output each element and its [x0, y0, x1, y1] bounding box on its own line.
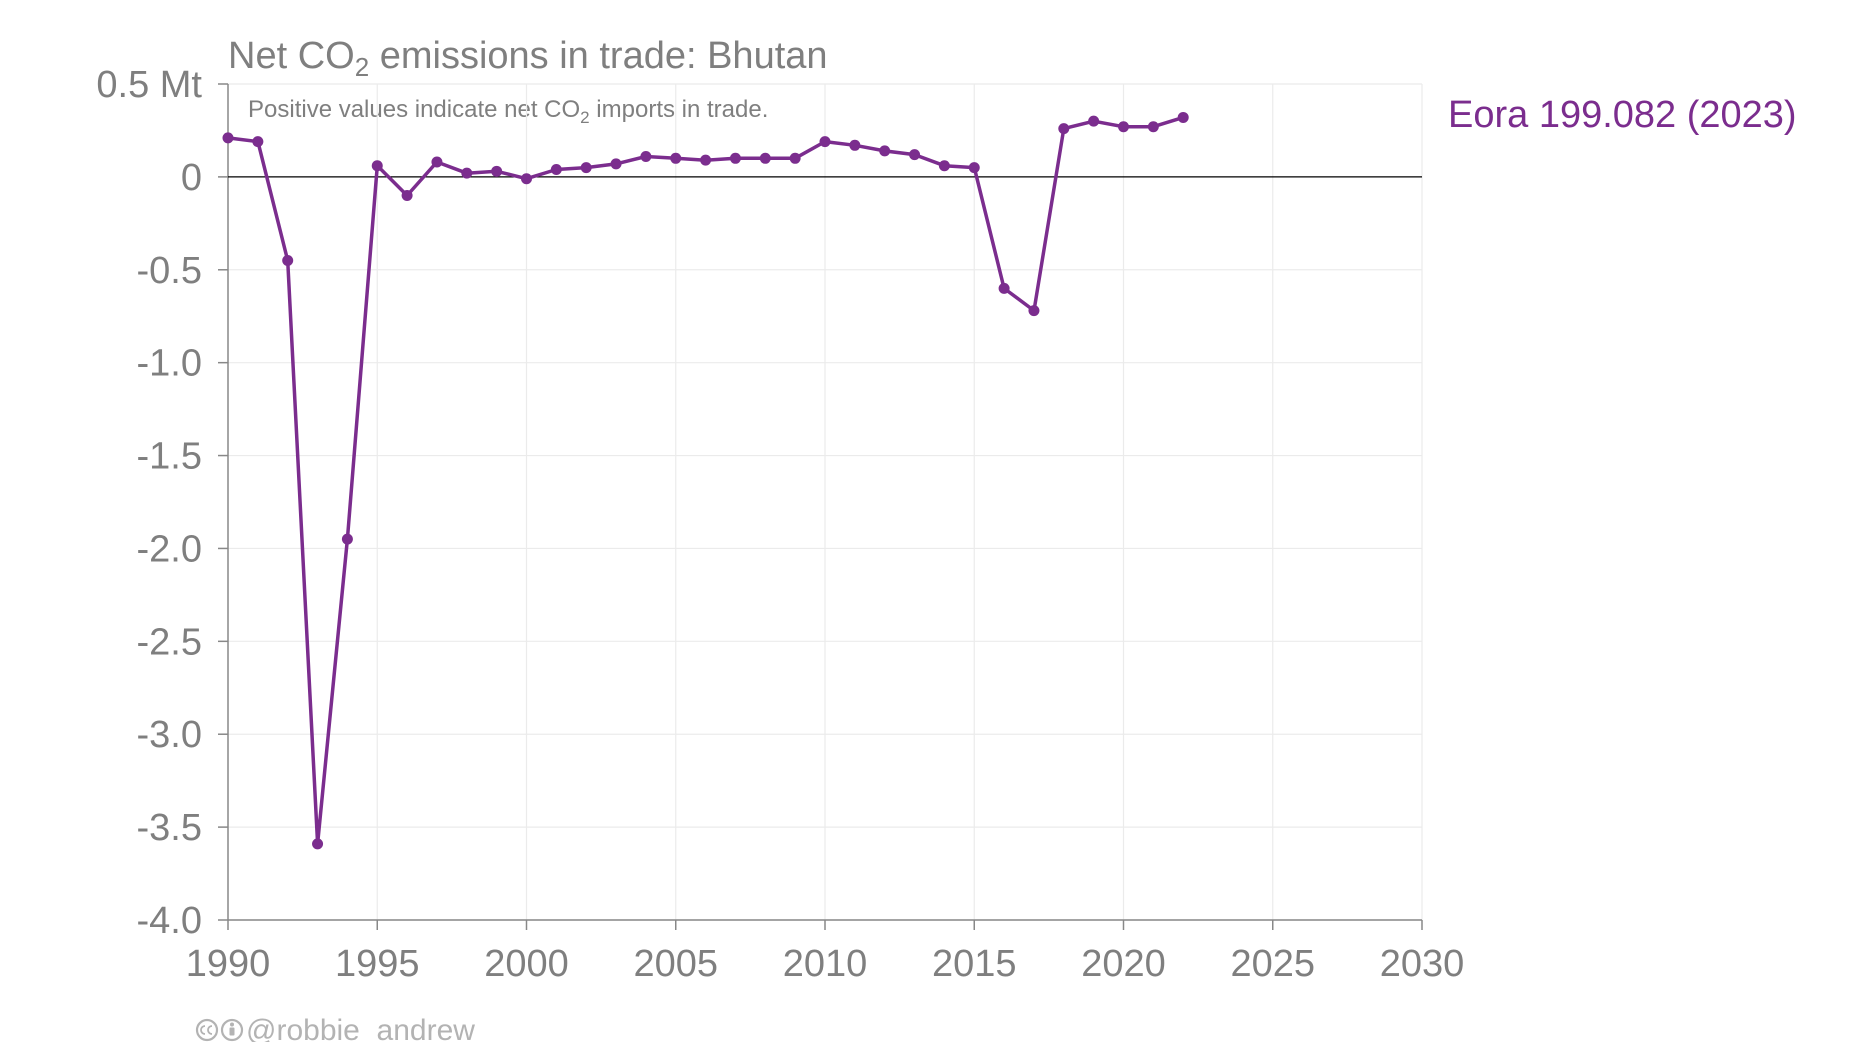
chart-subtitle-subscript: 2	[580, 108, 589, 127]
x-tick-label: 2015	[932, 943, 1017, 985]
data-point	[491, 165, 503, 177]
data-point	[1147, 121, 1159, 133]
data-point	[729, 152, 741, 164]
data-point	[998, 282, 1010, 294]
y-axis-ticks: 0.5 Mt 0 -0.5 -1.0 -1.5 -2.0 -2.5 -3.0 -3.5 -4.0	[96, 64, 228, 942]
chart-subtitle-prefix: Positive values indicate net CO	[248, 96, 580, 123]
data-point	[252, 136, 264, 148]
data-point	[1028, 305, 1040, 317]
data-point	[759, 152, 771, 164]
x-tick-label: 2030	[1380, 943, 1465, 985]
data-point	[819, 136, 831, 148]
data-point	[371, 160, 383, 172]
data-point	[521, 173, 532, 185]
data-point	[431, 156, 443, 168]
data-point	[1118, 121, 1129, 133]
series-label: Eora 199.082 (2023)	[1448, 94, 1797, 136]
data-point	[1058, 123, 1070, 135]
data-point	[222, 132, 234, 144]
chart-subtitle: Positive values indicate net CO2 imports…	[248, 96, 768, 127]
data-point	[938, 160, 950, 172]
data-point	[789, 152, 801, 164]
x-tick-label: 2025	[1230, 943, 1315, 985]
data-point	[670, 152, 682, 164]
chart-title-suffix: emissions in trade: Bhutan	[369, 35, 827, 77]
chart-title-prefix: Net CO	[228, 35, 355, 77]
data-point	[1177, 111, 1189, 123]
gridlines	[228, 83, 1423, 921]
chart-subtitle-suffix: imports in trade.	[590, 96, 769, 123]
y-tick-label: 0	[181, 157, 202, 199]
data-point	[401, 189, 413, 201]
data-point	[700, 154, 712, 166]
x-tick-label: 1995	[335, 943, 420, 985]
chart-title-subscript: 2	[355, 52, 369, 82]
data-point	[282, 254, 294, 266]
y-tick-label: -3.5	[137, 807, 202, 849]
y-tick-label: -0.5	[137, 250, 202, 292]
data-point	[580, 162, 592, 174]
data-point	[461, 167, 473, 179]
y-tick-label: -4.0	[137, 900, 202, 942]
credit-handle: @robbie_andrew	[246, 1014, 475, 1042]
data-point	[1088, 115, 1100, 127]
data-point	[341, 533, 353, 545]
series-line	[227, 115, 1184, 846]
data-point	[879, 145, 891, 157]
attribution-icon	[220, 1018, 244, 1042]
x-tick-label: 2005	[633, 943, 718, 985]
y-tick-label: -3.0	[137, 714, 202, 756]
chart-title: Net CO2 emissions in trade: Bhutan	[228, 35, 828, 82]
data-point	[550, 163, 562, 175]
data-point	[312, 838, 324, 850]
x-tick-label: 2010	[783, 943, 868, 985]
data-point	[909, 149, 921, 161]
series-group	[222, 111, 1189, 850]
x-tick-label: 2020	[1081, 943, 1166, 985]
data-point	[610, 158, 622, 170]
data-point	[968, 162, 980, 174]
data-point	[849, 139, 861, 151]
x-tick-label: 1990	[186, 943, 271, 985]
y-tick-label: 0.5 Mt	[96, 64, 202, 106]
y-tick-label: -1.5	[137, 436, 202, 478]
x-tick-label: 2000	[484, 943, 569, 985]
y-tick-label: -2.0	[137, 528, 202, 570]
x-axis-ticks: 1990 1995 2000 2005 2010 2015 2020 2025 2030	[186, 920, 1465, 985]
y-tick-label: -1.0	[137, 343, 202, 385]
data-point	[640, 150, 652, 162]
creative-commons-icon	[195, 1018, 219, 1042]
y-tick-label: -2.5	[137, 621, 202, 663]
credit: @robbie_andrew	[195, 1014, 475, 1042]
